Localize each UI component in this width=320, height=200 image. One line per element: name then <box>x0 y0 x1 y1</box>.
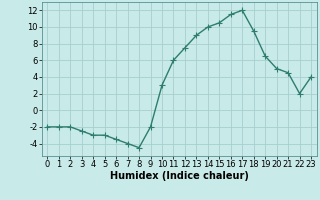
X-axis label: Humidex (Indice chaleur): Humidex (Indice chaleur) <box>110 171 249 181</box>
